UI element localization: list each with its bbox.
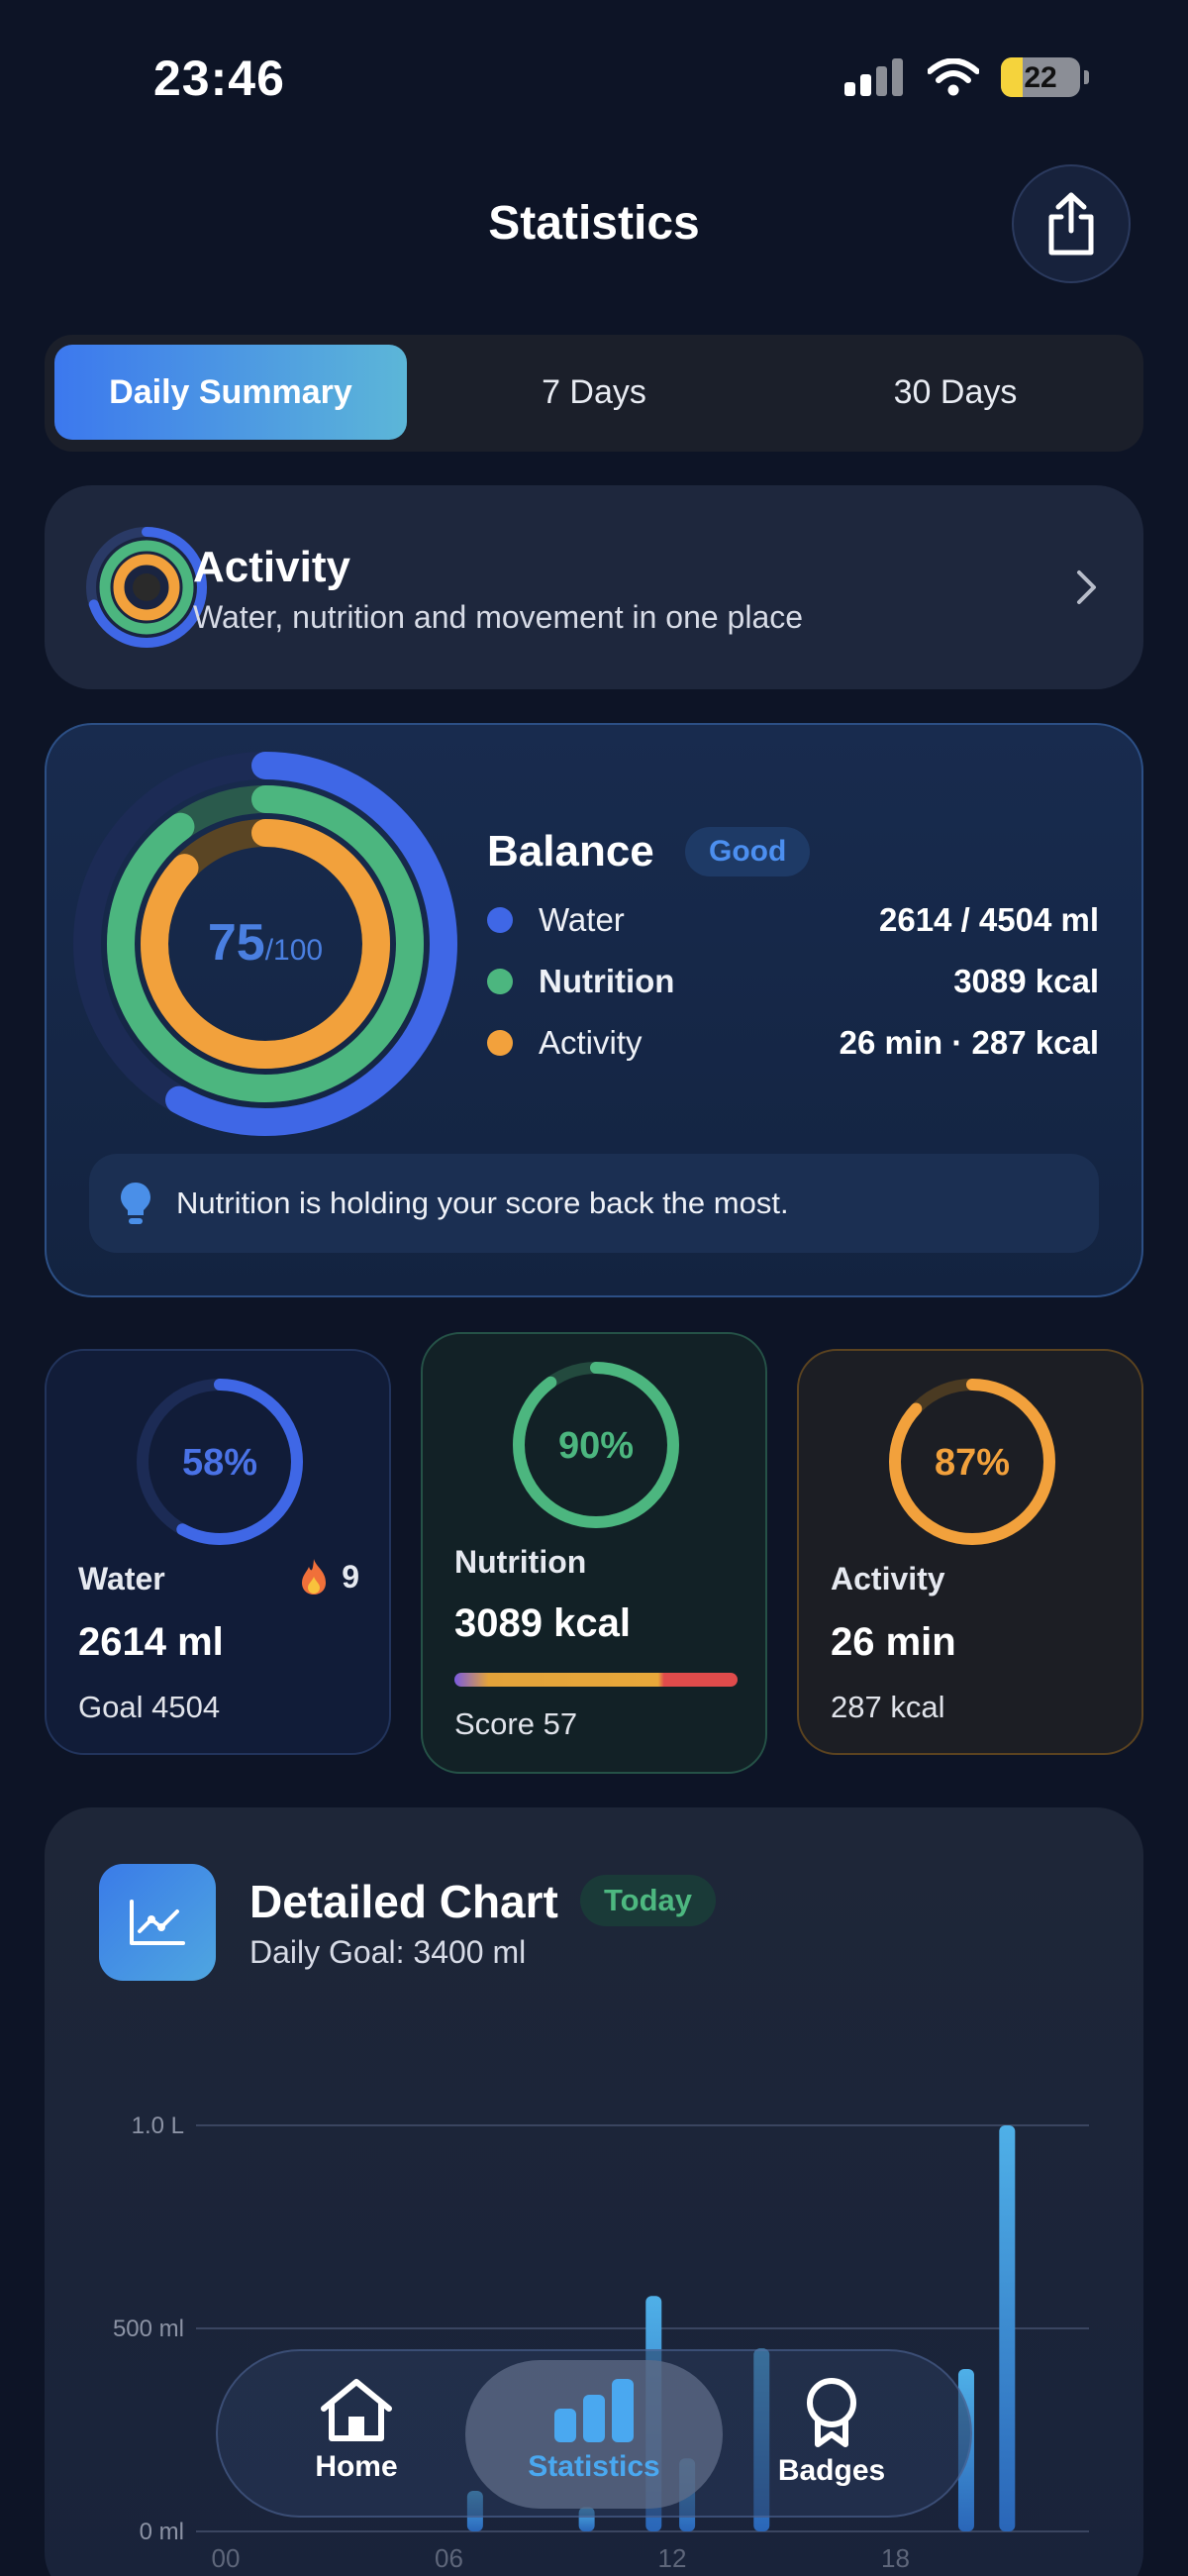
water-value: 2614 ml [78,1620,224,1664]
home-icon [321,2379,392,2441]
activity-metric-card[interactable]: 87% Activity 26 min 287 kcal [797,1349,1143,1755]
activity-kcal: 287 kcal [831,1690,945,1724]
signal-icon [844,58,903,96]
nutrition-score: Score 57 [454,1706,578,1741]
chevron-right-icon [1077,570,1096,604]
nutrition-value: 3089 kcal [454,1601,631,1645]
water-percent: 58% [182,1442,257,1484]
status-icons: 22 [844,57,1089,97]
balance-title: Balance [487,827,654,876]
share-icon [1048,192,1094,256]
balance-row-value: 26 min · 287 kcal [839,1024,1099,1061]
water-metric-card[interactable]: 58% Water 9 2614 ml Goal 4504 [45,1349,391,1755]
tab-label: Badges [777,2454,886,2487]
bar-chart-icon [554,2379,634,2442]
balance-score: 75 [208,914,265,972]
chart-bar[interactable] [999,2125,1016,2531]
nutrition-label: Nutrition [454,1544,587,1580]
x-tick-label: 18 [881,2543,910,2573]
x-tick-label: 00 [212,2543,241,2573]
line-chart-icon [130,1900,185,1945]
balance-tip-text: Nutrition is holding your score back the… [176,1185,789,1220]
balance-status-badge: Good [685,827,811,876]
wifi-icon [928,58,979,96]
water-progress-ring: 58% [137,1379,303,1545]
balance-row-activity: Activity 26 min · 287 kcal [487,1018,1099,1068]
page-title: Statistics [488,197,700,250]
share-button[interactable] [1012,164,1131,283]
balance-score-max: /100 [265,934,323,967]
lightbulb-icon [121,1183,150,1224]
activity-title: Activity [193,543,350,591]
activity-card[interactable] [45,485,1143,689]
balance-row-value: 3089 kcal [953,963,1099,999]
balance-row-label: Nutrition [539,963,675,999]
battery-level: 22 [1024,61,1057,94]
balance-row-label: Activity [539,1024,643,1061]
y-tick-label: 500 ml [113,2316,184,2342]
activity-label: Activity [831,1561,945,1597]
svg-text:75/100: 75/100 [208,914,323,972]
battery-icon: 22 [1001,57,1080,97]
water-goal: Goal 4504 [78,1690,221,1724]
nutrition-dot [487,969,513,994]
chart-title: Detailed Chart [249,1876,558,1927]
balance-tip: Nutrition is holding your score back the… [89,1154,1099,1253]
tab-badges[interactable]: Badges [733,2377,931,2488]
balance-row-label: Water [539,901,625,938]
tab-label: Statistics [528,2450,660,2483]
tab-7-days[interactable]: 7 Days [542,372,646,411]
x-tick-label: 12 [658,2543,687,2573]
y-tick-label: 1.0 L [132,2112,184,2139]
balance-rings: 75/100 [73,752,457,1136]
activity-subtitle: Water, nutrition and movement in one pla… [193,599,804,635]
water-dot [487,907,513,933]
tab-30-days[interactable]: 30 Days [893,372,1018,411]
flame-icon [302,1559,327,1595]
y-tick-label: 0 ml [140,2519,184,2545]
tab-label: Home [315,2450,398,2483]
water-label: Water [78,1561,165,1597]
tab-daily-summary[interactable]: Daily Summary [54,345,407,440]
activity-rings-icon [86,527,207,648]
nutrition-progress-ring: 90% [513,1362,679,1528]
activity-progress-ring: 87% [889,1379,1055,1545]
tab-home[interactable]: Home [257,2377,455,2484]
water-streak-count: 9 [342,1558,359,1595]
balance-row-value: 2614 / 4504 ml [878,901,1099,938]
chart-card-icon [99,1864,216,1981]
activity-percent: 87% [935,1442,1010,1484]
balance-row-water: Water 2614 / 4504 ml [487,895,1099,945]
activity-value: 26 min [831,1620,956,1664]
badge-icon [807,2378,856,2447]
balance-row-nutrition: Nutrition 3089 kcal [487,957,1099,1006]
status-time: 23:46 [153,51,285,106]
x-tick-label: 06 [435,2543,463,2573]
chart-subtitle: Daily Goal: 3400 ml [249,1934,527,1970]
activity-dot [487,1030,513,1056]
tab-statistics[interactable]: Statistics [495,2377,693,2484]
nutrition-percent: 90% [558,1425,634,1467]
nutrition-metric-card[interactable]: 90% Nutrition 3089 kcal Score 57 [421,1332,767,1774]
chart-period-badge: Today [580,1875,716,1926]
macro-bar [454,1673,738,1687]
water-streak: 9 [298,1557,359,1597]
period-segmented-control: Daily Summary 7 Days 30 Days [45,335,1143,452]
